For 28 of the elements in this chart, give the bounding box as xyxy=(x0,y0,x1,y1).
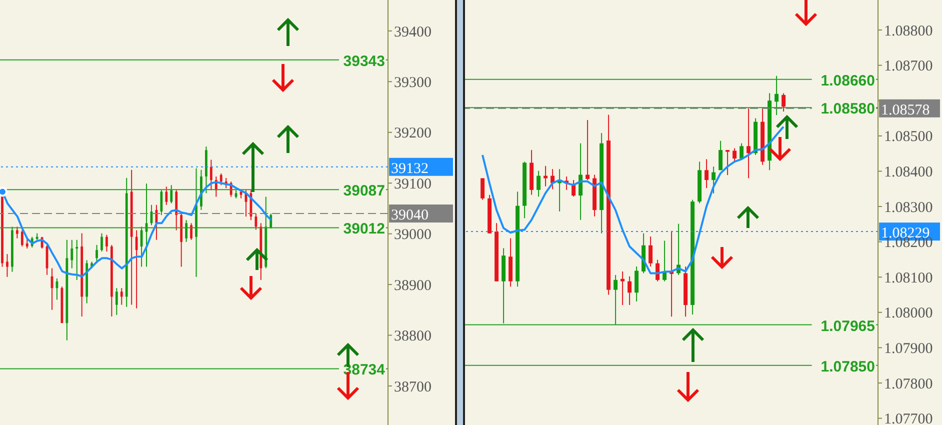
ref-line-label: 39132 xyxy=(391,160,428,177)
y-tick-label: 1.08500 xyxy=(884,129,933,146)
y-tick-label: 1.08800 xyxy=(884,23,933,40)
ref-line-label: 1.08580 xyxy=(820,100,875,118)
y-tick-label: 39400 xyxy=(394,24,432,40)
ref-line-label: 39087 xyxy=(343,182,385,200)
y-tick-label: 1.07700 xyxy=(884,412,933,425)
y-tick-label: 38700 xyxy=(394,379,432,396)
ref-line-label: 39012 xyxy=(343,220,385,238)
y-tick-label: 38800 xyxy=(394,328,432,345)
y-tick-label: 1.08400 xyxy=(884,164,933,181)
ref-line-label: 39343 xyxy=(343,52,385,70)
y-tick-label: 1.08300 xyxy=(884,200,933,216)
y-tick-label: 1.08700 xyxy=(884,58,933,75)
y-tick-label: 38900 xyxy=(394,278,432,294)
ref-line-label: 1.08578 xyxy=(881,102,930,118)
y-tick-label: 1.08100 xyxy=(884,270,933,286)
y-tick-label: 1.07800 xyxy=(884,376,933,392)
ref-line-label: 39040 xyxy=(391,208,428,224)
y-tick-label: 39200 xyxy=(394,126,432,142)
ref-line-label: 1.08660 xyxy=(820,72,875,90)
ref-line-label: 1.07965 xyxy=(820,318,875,335)
y-tick-label: 1.08000 xyxy=(884,306,933,322)
y-tick-label: 39300 xyxy=(394,74,432,91)
y-tick-label: 1.07900 xyxy=(884,341,933,358)
ref-line-label: 1.07850 xyxy=(820,358,875,376)
y-tick-label: 39000 xyxy=(394,227,432,244)
y-tick-label: 39100 xyxy=(394,176,432,192)
